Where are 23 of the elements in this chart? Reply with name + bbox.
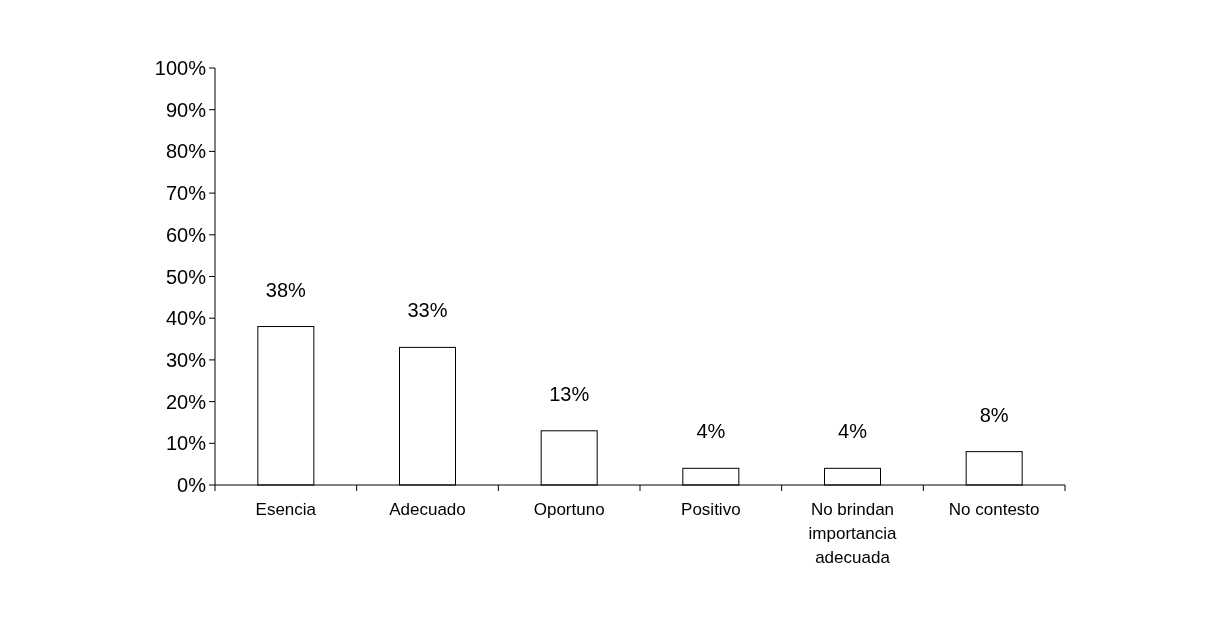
x-tick-label: Oportuno [533, 500, 605, 519]
y-tick-label: 10% [165, 432, 207, 455]
data-label: 8% [979, 403, 1009, 426]
data-label: 13% [549, 382, 590, 405]
y-tick-label: 40% [165, 307, 207, 330]
data-label: 33% [407, 299, 448, 322]
x-tick-label: Esencia [255, 500, 317, 519]
y-tick-label: 0% [177, 474, 207, 496]
data-label: 4% [838, 420, 868, 443]
y-tick-label: 80% [165, 140, 207, 163]
y-tick-label: 30% [165, 348, 207, 371]
y-tick-label: 50% [165, 265, 207, 288]
x-tick-label: Positivo [681, 500, 741, 519]
y-tick-label: 60% [165, 223, 207, 246]
y-tick-label: 20% [165, 390, 207, 413]
data-label: 38% [265, 278, 307, 301]
x-tick-label: Adecuado [389, 500, 466, 519]
x-tick-label: No contesto [948, 500, 1040, 519]
y-tick-label: 70% [165, 182, 207, 205]
x-tick-label: No brindan importancia adecuada [808, 500, 897, 567]
data-label: 4% [696, 420, 726, 443]
y-tick-label: 90% [165, 98, 207, 121]
y-tick-label: 100% [154, 57, 207, 79]
